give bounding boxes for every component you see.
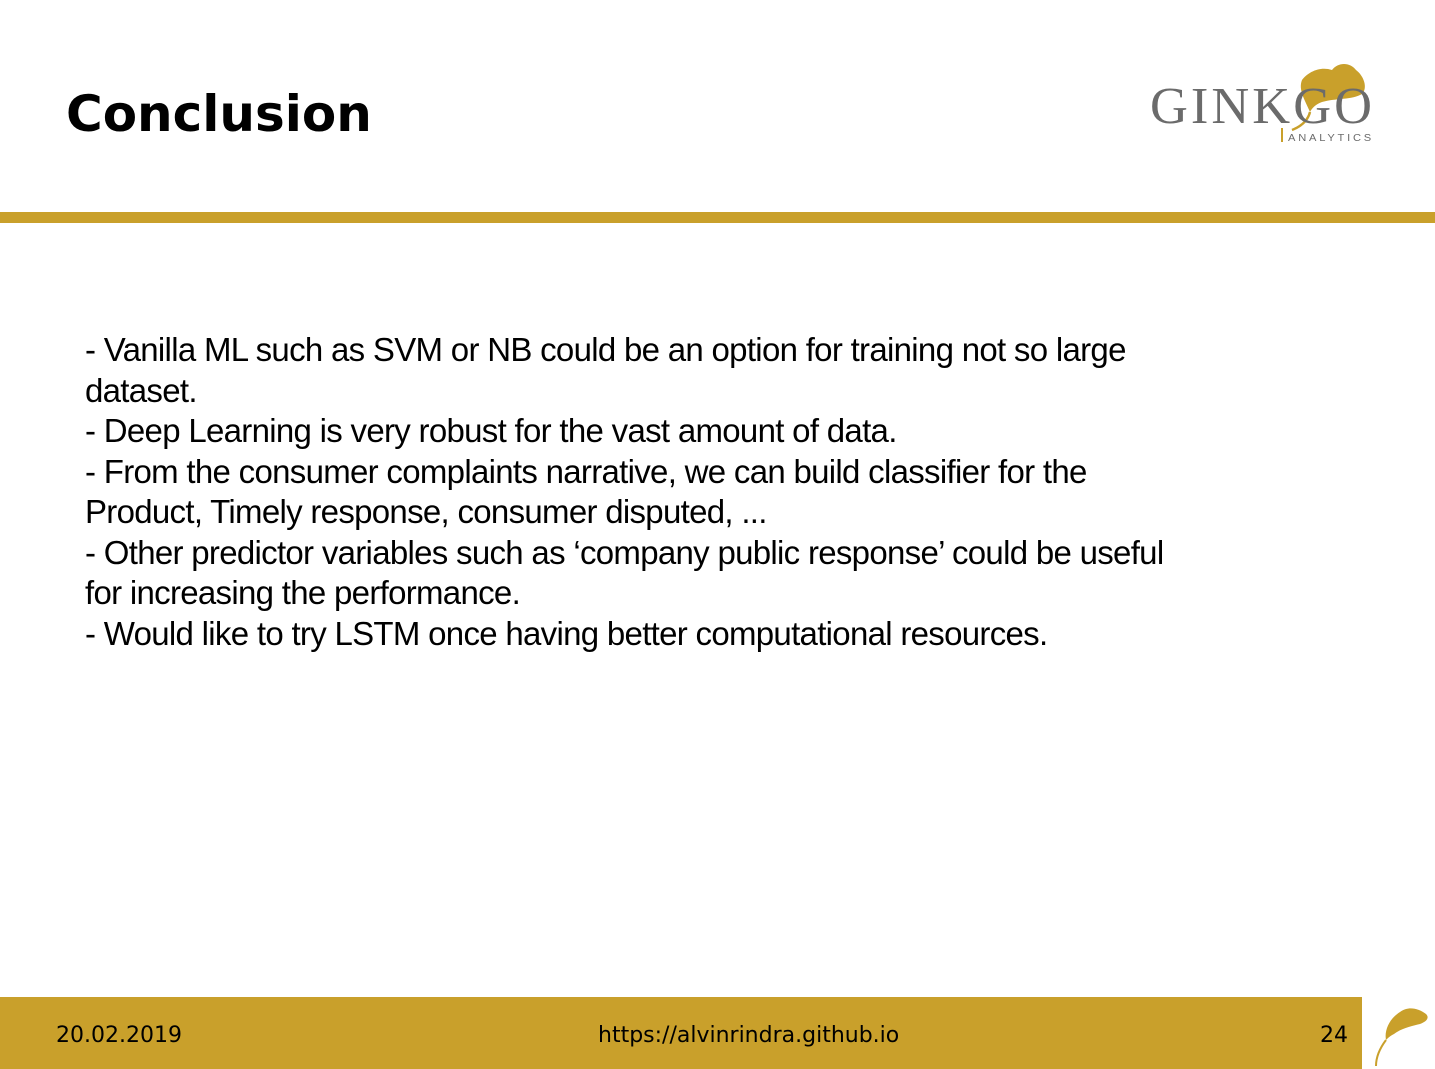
title-divider	[0, 212, 1435, 223]
bullet-line: - Would like to try LSTM once having bet…	[85, 614, 1048, 652]
ginkgo-analytics-logo: GINKGO ANALYTICS	[1150, 64, 1375, 144]
footer-bar	[0, 997, 1362, 1069]
logo-tagline: ANALYTICS	[1288, 133, 1374, 144]
footer-url[interactable]: https://alvinrindra.github.io	[598, 1023, 900, 1048]
slide-title: Conclusion	[66, 85, 372, 143]
footer-date: 20.02.2019	[56, 1023, 182, 1048]
bullet-line: for increasing the performance.	[85, 574, 521, 611]
logo-wordmark: GINKGO	[1150, 78, 1375, 135]
bullet-line: dataset.	[85, 371, 198, 409]
bullet-line: - Other predictor variables such as ‘com…	[85, 533, 1164, 571]
conclusion-list: - Vanilla ML such as SVM or NB could be …	[85, 330, 1375, 654]
bullet-line: Product, Timely response, consumer dispu…	[85, 493, 767, 530]
ginkgo-leaf-icon	[1375, 1008, 1428, 1067]
bullet-line: - From the consumer complaints narrative…	[85, 452, 1087, 490]
bullet-line: - Deep Learning is very robust for the v…	[85, 412, 897, 449]
bullet-line: - Vanilla ML such as SVM or NB could be …	[85, 331, 1126, 368]
ginkgo-leaf-icon	[1291, 64, 1365, 132]
page-number: 24	[1320, 1023, 1348, 1048]
